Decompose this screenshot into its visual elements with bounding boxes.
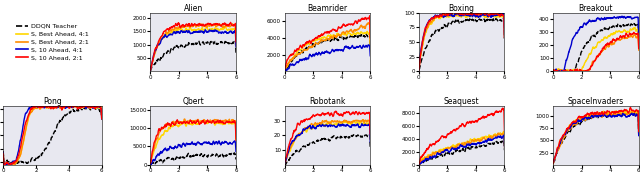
Legend: DDQN Teacher, S, Best Ahead, 4:1, S, Best Ahead, 2:1, S, 10 Ahead, 4:1, S, 10 Ah: DDQN Teacher, S, Best Ahead, 4:1, S, Bes… (16, 24, 89, 60)
Title: Boxing: Boxing (449, 4, 475, 13)
Title: Robotank: Robotank (309, 97, 346, 106)
Title: Qbert: Qbert (182, 97, 204, 106)
Title: Alien: Alien (184, 4, 203, 13)
Title: Pong: Pong (43, 97, 62, 106)
Title: Seaquest: Seaquest (444, 97, 479, 106)
Title: Beamrider: Beamrider (307, 4, 348, 13)
Title: Breakout: Breakout (579, 4, 613, 13)
Title: SpaceInvaders: SpaceInvaders (568, 97, 624, 106)
